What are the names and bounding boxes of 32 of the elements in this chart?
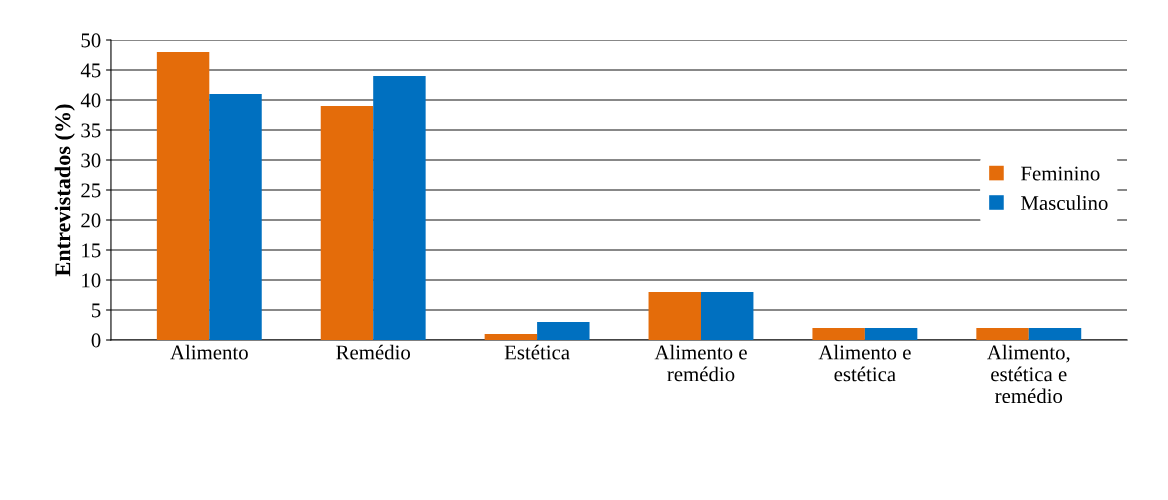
- x-tick-label: Alimento e remédio: [654, 344, 747, 382]
- y-tick-label: 50: [81, 33, 101, 48]
- y-tick-label: 5: [92, 303, 101, 318]
- legend-label: Feminino: [1021, 166, 1100, 181]
- bar: [320, 106, 374, 340]
- bar: [864, 328, 918, 340]
- bar: [1028, 328, 1082, 340]
- y-tick-label: 25: [81, 183, 101, 198]
- x-tick-label: Alimento e estética: [818, 344, 911, 382]
- bar: [209, 94, 262, 340]
- y-tick-label: 35: [81, 123, 101, 138]
- y-tick-label: 30: [81, 153, 101, 168]
- legend-label: Masculino: [1021, 195, 1108, 210]
- bar: [537, 322, 590, 340]
- y-tick-label: 10: [82, 273, 101, 288]
- x-tick-label: Remédio: [336, 344, 411, 360]
- y-tick-label: 45: [80, 63, 101, 78]
- x-tick-label: Alimento: [170, 344, 248, 360]
- y-axis-title: Entrevistados (%): [54, 104, 75, 277]
- bar: [156, 52, 210, 340]
- bar: [484, 334, 538, 340]
- bar: [648, 292, 701, 340]
- bar: [373, 76, 426, 340]
- bar: [700, 292, 754, 340]
- bar: [976, 328, 1029, 340]
- y-tick-label: 20: [81, 213, 101, 228]
- y-tick-label: 40: [80, 93, 101, 108]
- y-tick-label: 15: [82, 243, 101, 258]
- bar: [812, 328, 865, 340]
- x-tick-label: Estética: [504, 344, 570, 360]
- y-tick-label: 0: [91, 333, 101, 348]
- x-tick-label: Alimento, estética e remédio: [987, 344, 1070, 404]
